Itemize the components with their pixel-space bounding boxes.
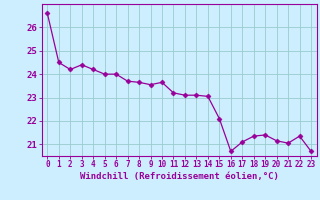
X-axis label: Windchill (Refroidissement éolien,°C): Windchill (Refroidissement éolien,°C) — [80, 172, 279, 181]
